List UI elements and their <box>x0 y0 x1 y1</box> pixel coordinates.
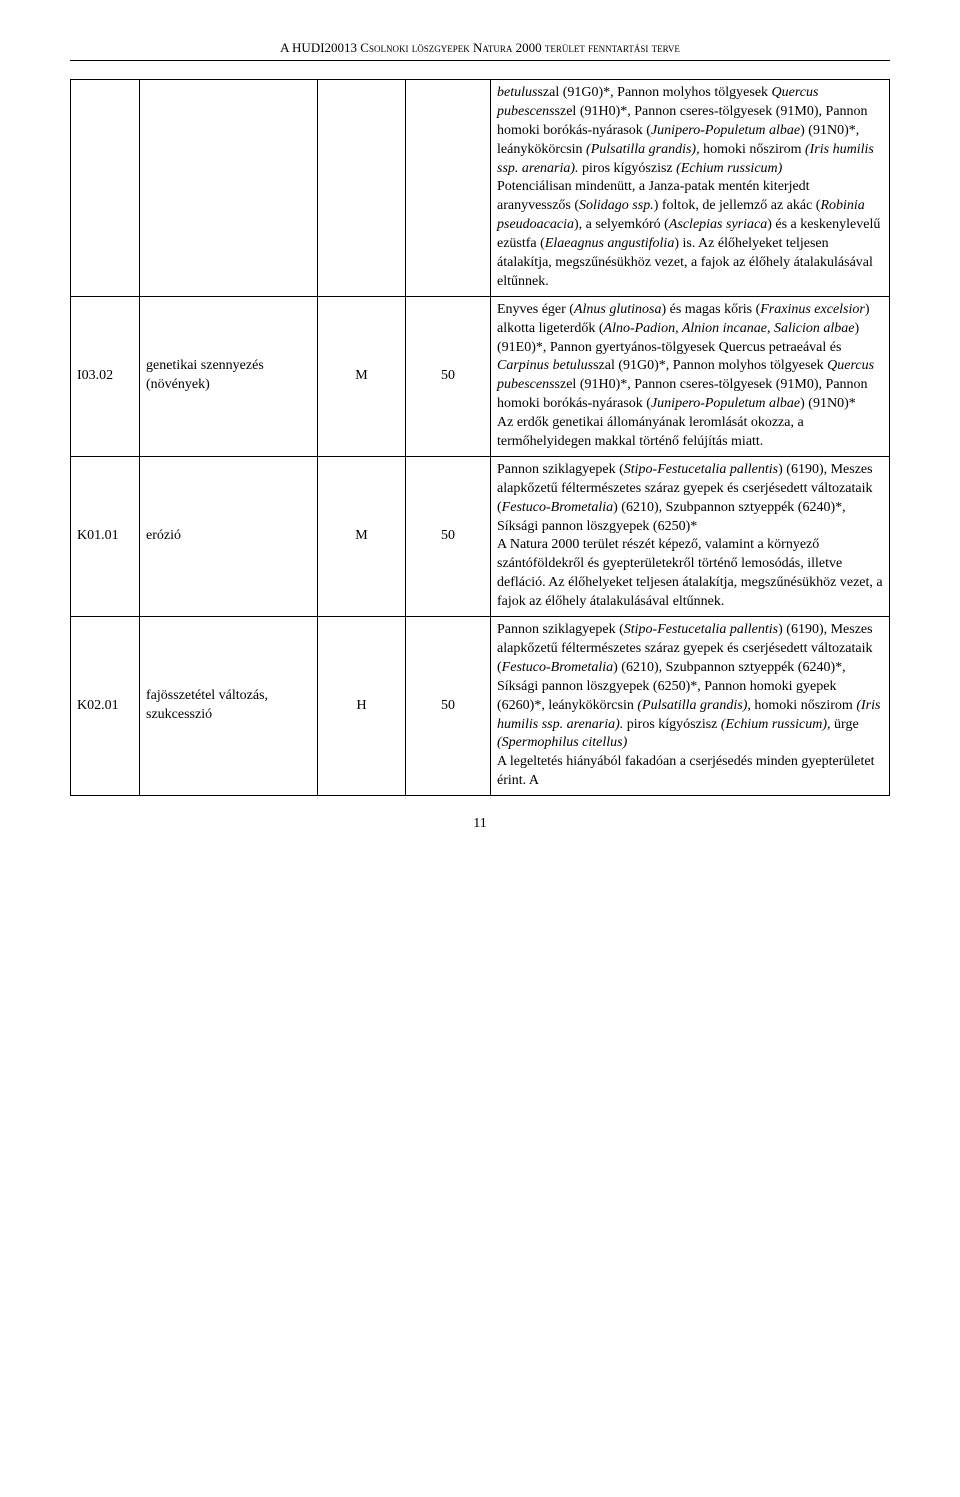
cell-description: Pannon sziklagyepek (Stipo-Festucetalia … <box>491 617 890 796</box>
cell-code: I03.02 <box>71 296 140 456</box>
cell-name <box>140 80 318 297</box>
cell-col4: 50 <box>406 617 491 796</box>
cell-col4 <box>406 80 491 297</box>
cell-col3: H <box>318 617 406 796</box>
table-row: betulusszal (91G0)*, Pannon molyhos tölg… <box>71 80 890 297</box>
cell-col3: M <box>318 296 406 456</box>
table-row: K02.01fajösszetétel változás, szukcesszi… <box>71 617 890 796</box>
cell-code: K01.01 <box>71 456 140 616</box>
cell-description: betulusszal (91G0)*, Pannon molyhos tölg… <box>491 80 890 297</box>
cell-description: Pannon sziklagyepek (Stipo-Festucetalia … <box>491 456 890 616</box>
content-table: betulusszal (91G0)*, Pannon molyhos tölg… <box>70 79 890 796</box>
cell-code: K02.01 <box>71 617 140 796</box>
table-row: I03.02genetikai szennyezés (növények)M50… <box>71 296 890 456</box>
page-header: A HUDI20013 Csolnoki löszgyepek Natura 2… <box>70 40 890 61</box>
cell-name: fajösszetétel változás, szukcesszió <box>140 617 318 796</box>
cell-col3 <box>318 80 406 297</box>
cell-col3: M <box>318 456 406 616</box>
page-number: 11 <box>70 816 890 832</box>
table-row: K01.01erózióM50Pannon sziklagyepek (Stip… <box>71 456 890 616</box>
cell-name: genetikai szennyezés (növények) <box>140 296 318 456</box>
cell-col4: 50 <box>406 456 491 616</box>
cell-description: Enyves éger (Alnus glutinosa) és magas k… <box>491 296 890 456</box>
cell-name: erózió <box>140 456 318 616</box>
cell-code <box>71 80 140 297</box>
cell-col4: 50 <box>406 296 491 456</box>
